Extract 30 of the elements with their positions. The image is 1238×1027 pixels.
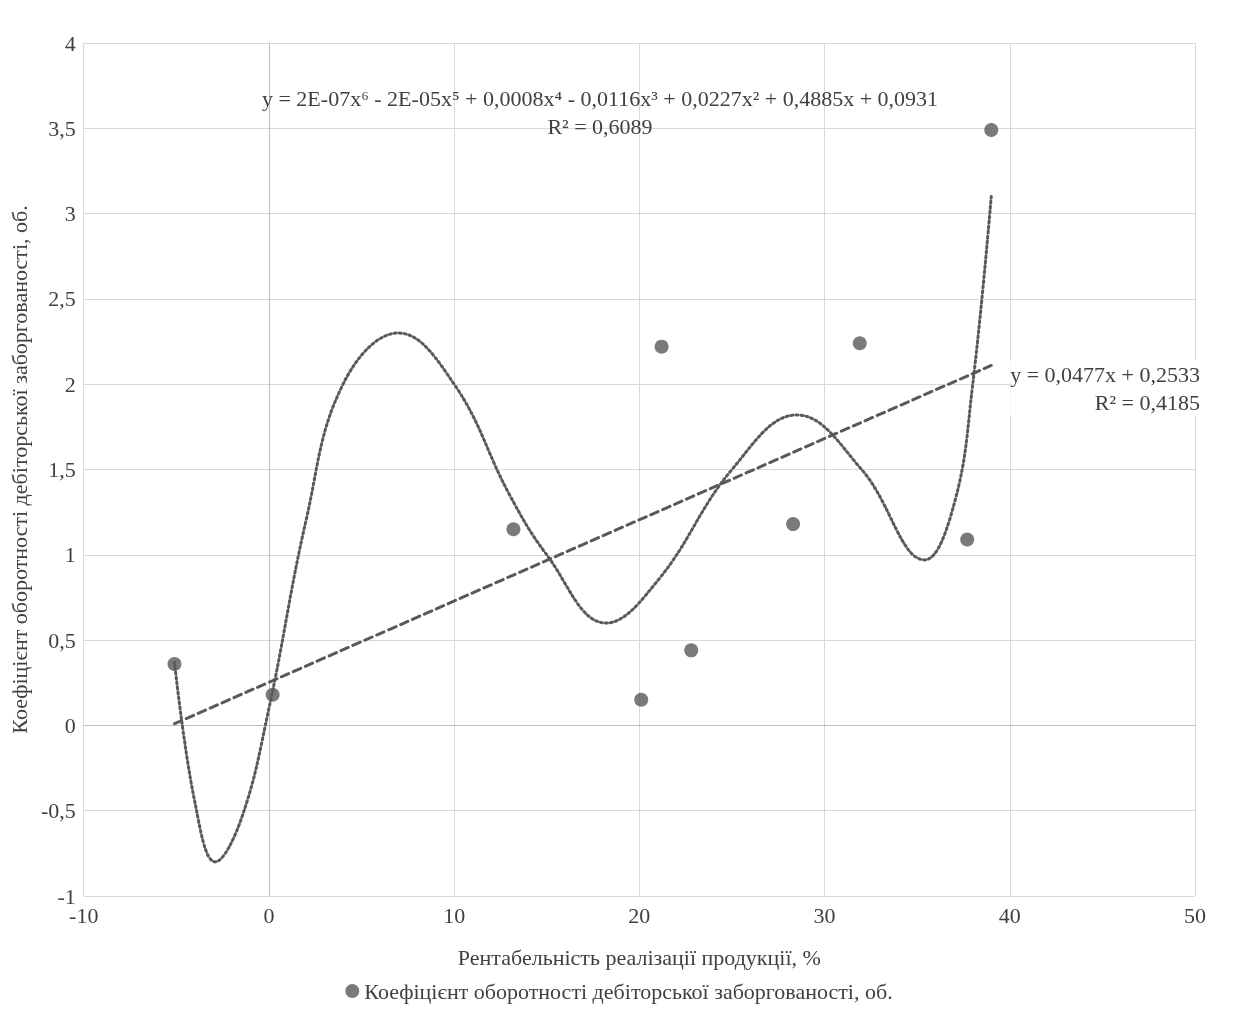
annotation: y = 2E-07x⁶ - 2E-05x⁵ + 0,0008x⁴ - 0,0116x³ + 0,0227x² + 0,4885x + 0,0931 R² = 0,6089	[261, 85, 939, 139]
y-tick-label: 4	[64, 30, 76, 56]
point	[654, 339, 669, 354]
y-tick-label: -1	[57, 883, 76, 909]
x-tick-label: 10	[443, 902, 466, 928]
y-tick-label: 0,5	[48, 627, 76, 653]
y-tick-label: 2,5	[48, 286, 76, 312]
x-tick-label: 0	[263, 902, 275, 928]
point	[960, 532, 975, 547]
x-tick-label: 30	[813, 902, 836, 928]
y-tick-label: 1	[64, 542, 76, 568]
legend-label: Коефіцієнт оборотності дебіторської заборгованості, об.	[364, 978, 893, 1004]
point	[684, 643, 699, 658]
point	[984, 123, 999, 137]
y-tick-label: 2	[64, 371, 76, 397]
annotation: y = 0,0477x + 0,2533 R² = 0,4185	[1010, 361, 1200, 415]
x-tick-label: 20	[628, 902, 651, 928]
point	[852, 336, 867, 351]
x-tick-label: 50	[1184, 902, 1206, 928]
y-tick-label: 3	[64, 201, 76, 227]
point	[506, 522, 521, 537]
x-tick-label: 40	[998, 902, 1021, 928]
y-tick-label: 0	[64, 712, 76, 738]
y-tick-label: 3,5	[48, 115, 76, 141]
y-tick-label: 1,5	[48, 457, 76, 482]
x-axis-title: Рентабельність реалізації продукції, %	[457, 944, 821, 970]
point	[634, 692, 649, 707]
y-axis-title: Коефіцієнт оборотності дебіторської заборгованості, об.	[6, 205, 32, 734]
point	[786, 517, 801, 532]
y-tick-label: -0,5	[40, 798, 76, 824]
